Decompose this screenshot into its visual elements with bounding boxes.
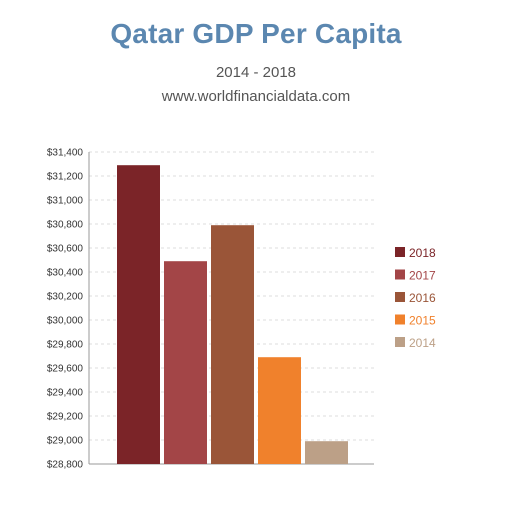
bar-2015 [258, 357, 301, 464]
legend-swatch-2015 [395, 314, 405, 325]
bar-2014 [305, 441, 348, 464]
y-tick-label: $30,800 [47, 220, 84, 231]
y-tick-label: $31,400 [47, 148, 84, 159]
y-tick-label: $30,400 [47, 268, 84, 279]
legend-swatch-2018 [395, 247, 405, 257]
legend-label-2018: 2018 [409, 246, 436, 260]
legend-label-2016: 2016 [409, 291, 436, 305]
legend-swatch-2016 [395, 292, 405, 302]
y-tick-label: $29,400 [47, 388, 84, 399]
chart-title: Qatar GDP Per Capita [110, 18, 402, 49]
y-tick-label: $31,000 [47, 196, 84, 207]
y-tick-label: $29,800 [47, 340, 84, 351]
y-tick-label: $31,200 [47, 172, 84, 183]
legend-label-2014: 2014 [409, 336, 436, 350]
bar-2016 [211, 225, 254, 464]
chart-subtitle: 2014 - 2018 [215, 64, 297, 81]
legend-swatch-2014 [395, 337, 405, 347]
legend-swatch-2017 [395, 269, 405, 280]
y-tick-label: $28,800 [47, 460, 84, 471]
y-tick-label: $30,600 [47, 244, 84, 255]
y-tick-label: $29,200 [47, 412, 84, 423]
y-tick-label: $30,000 [47, 316, 84, 327]
legend-label-2015: 2015 [409, 314, 436, 328]
chart-source: www.worldfinancialdata.com [161, 88, 351, 105]
y-tick-label: $30,200 [47, 292, 84, 303]
legend-label-2017: 2017 [409, 269, 436, 283]
bar-2018 [117, 165, 160, 464]
bar-2017 [164, 261, 207, 464]
y-tick-label: $29,000 [47, 436, 84, 447]
y-tick-label: $29,600 [47, 364, 84, 375]
